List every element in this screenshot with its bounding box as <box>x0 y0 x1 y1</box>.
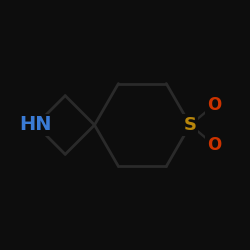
Text: O: O <box>207 136 221 154</box>
Text: HN: HN <box>20 116 52 134</box>
Text: S: S <box>184 116 197 134</box>
Text: O: O <box>207 96 221 114</box>
